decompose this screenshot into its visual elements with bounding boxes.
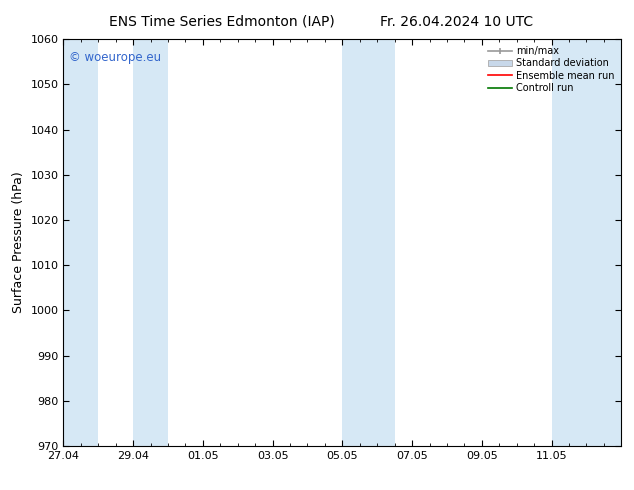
Legend: min/max, Standard deviation, Ensemble mean run, Controll run: min/max, Standard deviation, Ensemble me… [485, 43, 618, 96]
Y-axis label: Surface Pressure (hPa): Surface Pressure (hPa) [12, 172, 25, 314]
Text: Fr. 26.04.2024 10 UTC: Fr. 26.04.2024 10 UTC [380, 15, 533, 29]
Text: © woeurope.eu: © woeurope.eu [69, 51, 161, 64]
Text: ENS Time Series Edmonton (IAP): ENS Time Series Edmonton (IAP) [109, 15, 335, 29]
Bar [63, 39, 98, 446]
Bar [342, 39, 394, 446]
Bar [133, 39, 168, 446]
Bar [552, 39, 621, 446]
